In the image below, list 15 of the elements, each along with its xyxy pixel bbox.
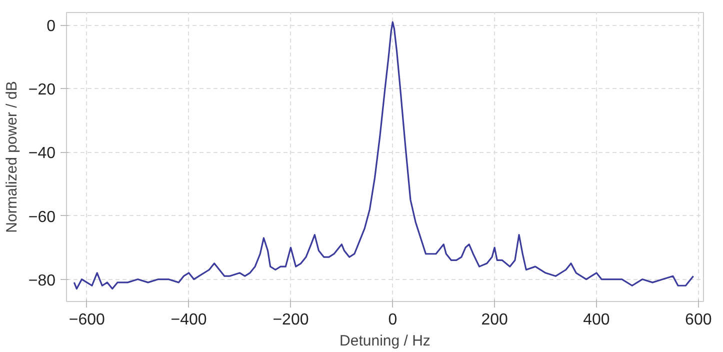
- y-tick-label: 0: [46, 18, 56, 36]
- y-tick-label: −80: [28, 272, 56, 290]
- y-tick-label: −40: [28, 145, 56, 162]
- x-tick-label: 600: [685, 312, 712, 328]
- y-tick-label: −60: [28, 208, 56, 226]
- x-tick-label: 200: [481, 312, 508, 328]
- y-tick-label: −20: [28, 82, 56, 99]
- x-tick-label: 400: [583, 312, 610, 328]
- x-axis-title: Detuning / Hz: [340, 332, 430, 350]
- x-tick-label: −600: [68, 312, 106, 328]
- x-tick-label: 0: [388, 312, 398, 328]
- x-tick-label: −200: [272, 312, 309, 328]
- x-tick-label: −400: [170, 312, 207, 328]
- line-series: [73, 21, 694, 290]
- y-axis-title: Normalized power / dB: [3, 81, 20, 233]
